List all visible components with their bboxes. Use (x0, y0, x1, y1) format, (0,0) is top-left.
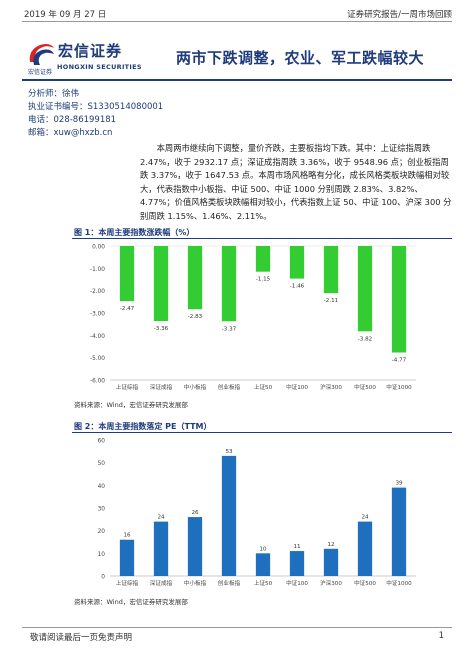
y-tick-label: -1.00 (90, 267, 105, 273)
logo-name: 宏信证券 (58, 42, 123, 60)
x-tick-label: 沪深300 (320, 579, 342, 587)
page-number: 1 (438, 631, 444, 641)
x-tick-label: 中证100 (286, 383, 308, 391)
analyst-phone: 电话：028-86199181 (28, 115, 117, 125)
x-tick-label: 沪深300 (320, 383, 342, 391)
x-tick-label: 中证100 (286, 579, 308, 587)
y-tick-label: -2.00 (90, 289, 105, 295)
analyst-license: 执业证书编号：S1330514080001 (28, 102, 164, 112)
y-tick-label: -4.00 (90, 334, 105, 340)
bar (357, 521, 373, 576)
logo-subtitle-cn: 宏信证券 (28, 69, 53, 76)
y-tick-label: -3.00 (90, 312, 105, 318)
bar (119, 539, 135, 576)
x-tick-label: 中证500 (354, 579, 376, 587)
data-label: -3.82 (358, 336, 372, 342)
bar (153, 521, 169, 576)
report-title: 两市下跌调整，农业、军工跌幅较大 (176, 49, 425, 67)
figure2-source: 资料来源：Wind，宏信证券研究发展部 (74, 598, 188, 606)
analyst-name: 分析师：徐伟 (28, 89, 80, 99)
data-label: -1.15 (256, 277, 271, 283)
bar (153, 246, 169, 322)
x-tick-label: 中小板指 (184, 383, 207, 391)
bar (289, 551, 305, 576)
analyst-email: 邮箱：xuw@hxzb.cn (28, 128, 113, 138)
figure1-divider (72, 238, 452, 239)
x-tick-label: 上证综指 (116, 579, 139, 587)
bar (391, 246, 407, 353)
figure2-divider (72, 432, 452, 433)
bar (289, 246, 305, 279)
bar (323, 548, 339, 576)
data-label: 24 (157, 515, 165, 521)
y-tick-label: 40 (98, 484, 106, 490)
y-tick-label: 30 (98, 507, 106, 513)
y-tick-label: 10 (98, 552, 106, 558)
data-label: -3.36 (154, 326, 169, 332)
data-label: 10 (259, 546, 267, 552)
y-tick-label: 0 (101, 575, 105, 581)
figure2-title: 图 2：本周主要指数落定 PE（TTM） (74, 422, 212, 431)
data-label: -2.47 (120, 306, 135, 312)
y-tick-label: 20 (98, 529, 106, 535)
bar (221, 246, 237, 322)
bar (187, 517, 203, 576)
y-tick-label: -5.00 (90, 356, 105, 362)
y-tick-label: -6.00 (90, 379, 105, 385)
data-label: 12 (327, 542, 334, 548)
x-tick-label: 上证50 (254, 579, 273, 587)
data-label: -3.37 (222, 326, 237, 332)
data-label: -1.46 (290, 284, 305, 290)
bar (357, 246, 373, 332)
x-tick-label: 创业板指 (218, 579, 241, 587)
bar (221, 455, 237, 576)
x-tick-label: 中证500 (354, 383, 376, 391)
bar (391, 487, 407, 576)
logo-icon (29, 44, 54, 65)
x-tick-label: 深证成指 (150, 579, 173, 587)
x-tick-label: 深证成指 (150, 383, 173, 391)
y-tick-label: 50 (98, 461, 106, 467)
x-tick-label: 上证50 (254, 383, 273, 391)
bar (255, 553, 271, 576)
x-tick-label: 中证1000 (386, 383, 412, 391)
header-divider (22, 21, 452, 22)
data-label: -2.83 (188, 314, 203, 320)
data-label: 39 (395, 481, 403, 487)
x-tick-label: 创业板指 (218, 383, 241, 391)
bar (119, 246, 135, 302)
chart-weekly-change: 0.00 -1.00 -2.00 -3.00 -4.00 -5.00 -6.00 -2.47 上… (90, 245, 416, 391)
data-label: 24 (361, 515, 369, 521)
logo-subtitle-en: HONGXIN SECURITIES (57, 63, 142, 71)
bar (255, 246, 271, 272)
data-label: -2.11 (324, 298, 339, 304)
data-label: 11 (293, 544, 301, 550)
summary-paragraph: 本周两市继续向下调整，量价齐跌，主要板指均下跌。其中：上证综指周跌 2.47%，… (140, 143, 452, 221)
data-label: -4.77 (392, 358, 407, 364)
report-date: 2019 年 09 月 27 日 (24, 10, 107, 20)
y-tick-label: 60 (98, 439, 106, 445)
figure1-title: 图 1：本周主要指数涨跌幅（%） (74, 228, 195, 237)
bar (187, 246, 203, 310)
bar (323, 246, 339, 294)
title-divider (22, 79, 452, 81)
x-tick-label: 上证综指 (116, 383, 139, 391)
report-type: 证券研究报告/一周市场回顾 (347, 10, 452, 20)
y-tick-label: 0.00 (92, 245, 105, 251)
data-label: 53 (225, 449, 233, 455)
figure1-source: 资料来源：Wind，宏信证券研究发展部 (74, 401, 188, 409)
x-tick-label: 中证1000 (386, 579, 412, 587)
x-tick-label: 中小板指 (184, 579, 207, 587)
data-label: 26 (191, 510, 199, 516)
footer-disclaimer: 敬请阅读最后一页免责声明 (30, 633, 133, 643)
footer-divider (22, 627, 452, 628)
data-label: 16 (123, 533, 131, 539)
chart-pe-ttm: 60 50 40 30 20 10 0 16 上证综指 24 深证成指 26 中小板指 53 创业板指 10 上… (98, 439, 416, 587)
